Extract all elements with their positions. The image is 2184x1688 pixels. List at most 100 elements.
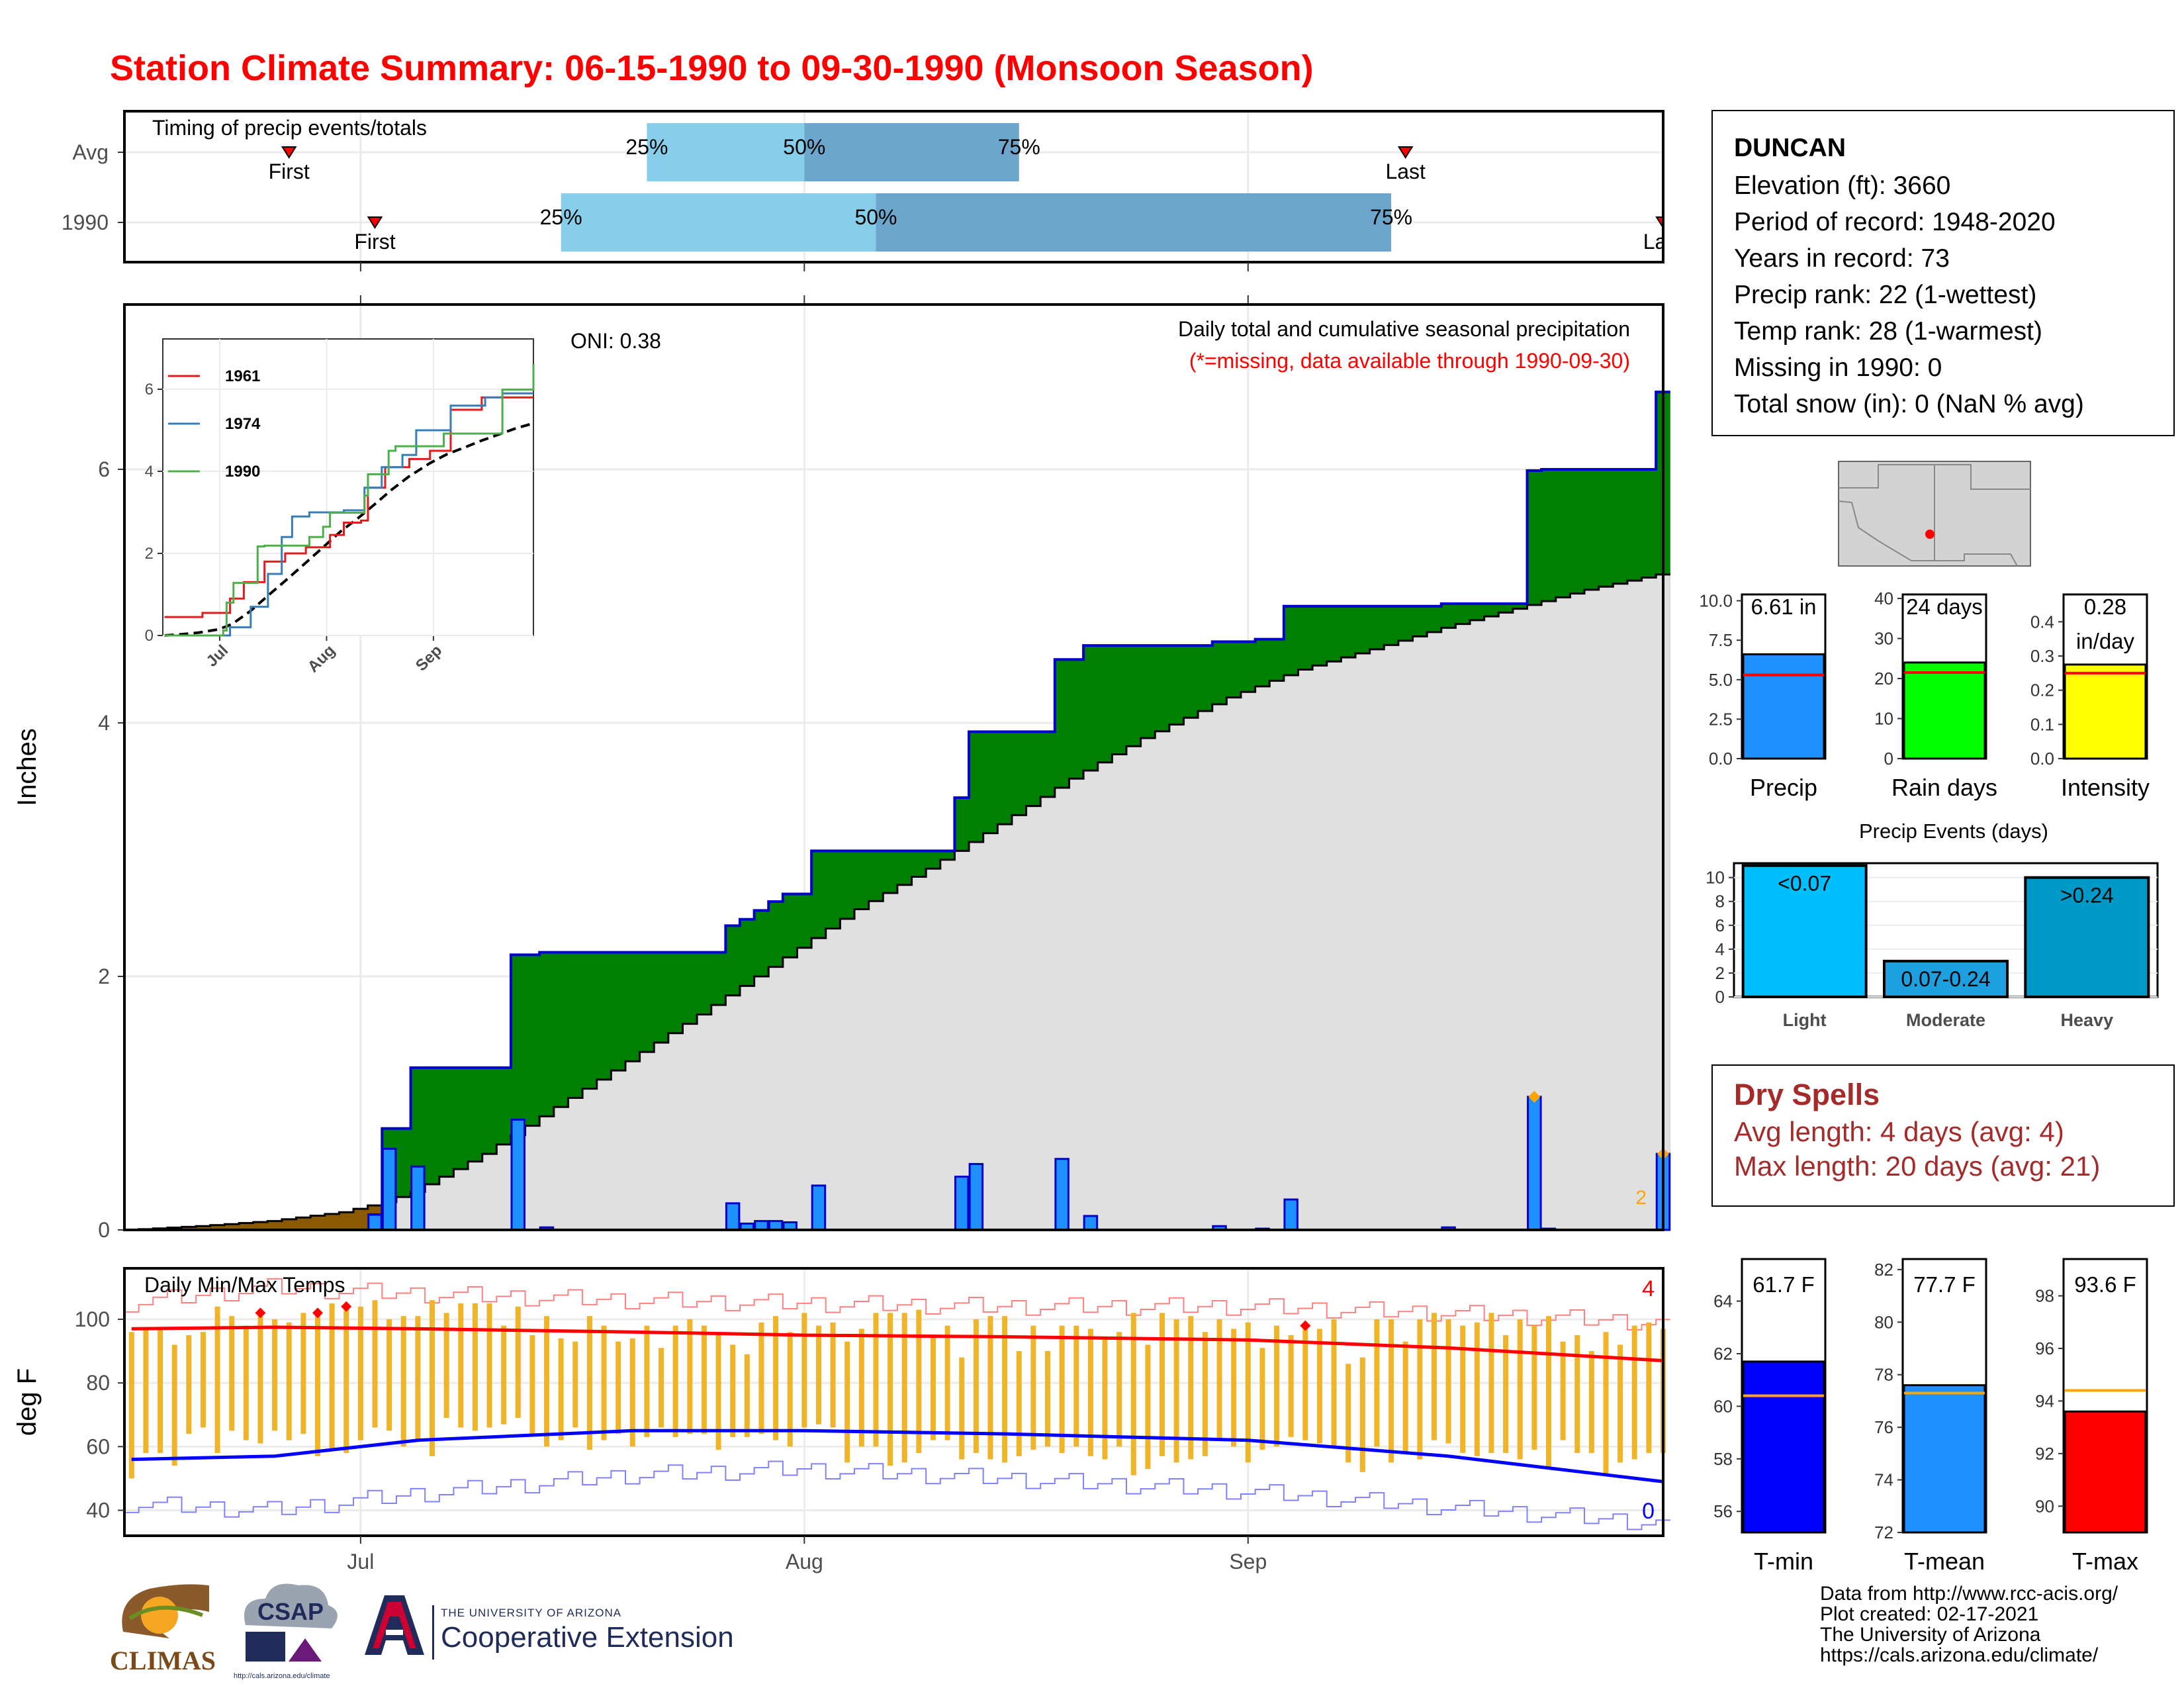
inset-legend-label: 1974 [225, 415, 261, 433]
station-years: Years in record: 73 [1734, 244, 1950, 273]
events-ytick-label: 4 [1715, 939, 1725, 959]
total-ytick-label: 0.1 [2030, 714, 2054, 734]
record-high-marker [341, 1301, 352, 1312]
total-bar [1903, 661, 1986, 760]
csap-logo-icon: CSAP http://cals.arizona.edu/climate [234, 1583, 338, 1680]
precip-event-bar-label: 0.07-0.24 [1901, 967, 1990, 991]
observed-cumulative-line [367, 391, 1670, 1217]
climas-logo-text: CLIMAS [110, 1646, 216, 1675]
credit-url: https://cals.arizona.edu/climate/ [1820, 1644, 2099, 1666]
total-bar [2064, 663, 2147, 760]
daily-temp-bar [672, 1325, 678, 1437]
logos: CLIMAS CSAP http://cals.arizona.edu/clim… [110, 1579, 745, 1685]
daily-temp-bar [844, 1341, 850, 1463]
main-y-axis-label: Inches [13, 728, 42, 806]
daily-temp-bar [430, 1300, 435, 1456]
temp-ytick-label: 100 [75, 1307, 110, 1331]
temp-ytick-label: 60 [86, 1434, 110, 1458]
total-ytick-label: 0.3 [2030, 646, 2054, 666]
total-ytick-label: 82 [1874, 1260, 1893, 1280]
daily-temp-bar [1216, 1319, 1222, 1440]
temp-panel-border [123, 1267, 1664, 1537]
total-value-unit: in/day [2076, 629, 2135, 653]
daily-temp-bar [873, 1313, 879, 1447]
timing-pct-label: 75% [1370, 205, 1412, 229]
total-ytick-label: 90 [2035, 1496, 2054, 1516]
total-bar [1742, 1360, 1825, 1534]
timing-q2-bar [804, 123, 1019, 181]
accumulated-flag-marker [1528, 1090, 1541, 1103]
daily-temp-bar [659, 1348, 664, 1428]
daily-temp-bar [1087, 1329, 1093, 1456]
daily-temp-bar [687, 1319, 693, 1434]
timing-pct-label: 75% [998, 135, 1040, 159]
total-ytick-label: 10 [1874, 709, 1893, 729]
daily-temp-bar [472, 1303, 478, 1431]
daily-temp-bar [229, 1316, 235, 1431]
daily-temp-bar [1274, 1325, 1280, 1447]
daily-temp-bar [1102, 1338, 1108, 1460]
daily-temp-bar [987, 1316, 993, 1460]
daily-temp-bar [515, 1306, 521, 1419]
csap-url-text: http://cals.arizona.edu/climate [234, 1672, 330, 1680]
daily-temp-bar [572, 1341, 578, 1428]
daily-temp-bar [314, 1313, 320, 1456]
ua-big-text: Cooperative Extension [441, 1621, 734, 1654]
total-ytick-label: 5.0 [1709, 670, 1733, 690]
credit-university: The University of Arizona [1820, 1624, 2041, 1646]
credit-created: Plot created: 02-17-2021 [1820, 1603, 2039, 1625]
total-value-label: 24 days [1906, 594, 1983, 619]
daily-temp-bar [243, 1325, 249, 1440]
daily-precip-bar [725, 1202, 741, 1231]
total-ytick-label: 74 [1874, 1470, 1893, 1490]
total-ytick-label: 58 [1713, 1449, 1733, 1469]
daily-temp-bar [1331, 1319, 1337, 1447]
daily-temp-bar [1474, 1322, 1480, 1456]
daily-temp-bar [1560, 1341, 1566, 1440]
inset-series-line [164, 396, 533, 618]
timing-row-label: 1990 [62, 211, 109, 234]
events-ytick-label: 0 [1715, 987, 1725, 1007]
daily-temp-bar [1603, 1332, 1609, 1476]
daily-precip-bar [754, 1220, 769, 1231]
dry-spells-panel: Dry Spells Avg length: 4 days (avg: 4) M… [1711, 1064, 2175, 1207]
main-ytick-label: 6 [98, 457, 110, 481]
daily-temp-bar [343, 1306, 349, 1453]
main-ytick-label: 2 [98, 964, 110, 988]
daily-temp-bar [1145, 1344, 1151, 1469]
daily-temp-bar [773, 1316, 779, 1440]
precip-events-chart: Precip Events (days) 0 2 4 6 8 10 <0.07 Light 0.0… [1706, 820, 2159, 1030]
daily-temp-bar [744, 1354, 750, 1437]
timing-pct-label: 25% [625, 135, 668, 159]
daily-temp-bar [1417, 1319, 1423, 1460]
station-temp-rank: Temp rank: 28 (1-warmest) [1734, 317, 2042, 346]
precip-event-category: Light [1783, 1010, 1827, 1030]
daily-precip-bar [811, 1184, 827, 1231]
timing-q1-bar [647, 123, 805, 181]
total-value-label: 77.7 F [1913, 1272, 1976, 1297]
daily-temp-bar [1073, 1325, 1079, 1447]
main-ytick-label: 4 [98, 711, 110, 735]
inset-series-line [164, 364, 535, 637]
normal-min-line [131, 1429, 1664, 1483]
daily-precip-bar [968, 1162, 984, 1231]
daily-temp-bar [901, 1313, 907, 1463]
daily-temp-bar [1460, 1325, 1466, 1453]
daily-precip-bar [1054, 1158, 1069, 1231]
total-ytick-label: 30 [1874, 629, 1893, 649]
daily-temp-bar [1302, 1325, 1308, 1440]
daily-temp-bar [1488, 1313, 1494, 1453]
timing-title: Timing of precip events/totals [152, 116, 427, 140]
record-min-line [124, 1460, 1670, 1530]
daily-temp-bar [372, 1300, 378, 1428]
daily-temp-bar [1130, 1313, 1136, 1476]
daily-temp-bar [1202, 1332, 1208, 1456]
ua-logo-icon [365, 1595, 424, 1655]
daily-temp-bar [944, 1325, 950, 1440]
main-annotation-title: Daily total and cumulative seasonal prec… [1178, 317, 1630, 341]
daily-temp-bar [128, 1332, 134, 1479]
daily-temp-bar [1160, 1313, 1165, 1456]
daily-temp-bar [1531, 1325, 1537, 1450]
daily-temp-bar [815, 1325, 821, 1425]
last-event-label: Last [1385, 160, 1426, 183]
